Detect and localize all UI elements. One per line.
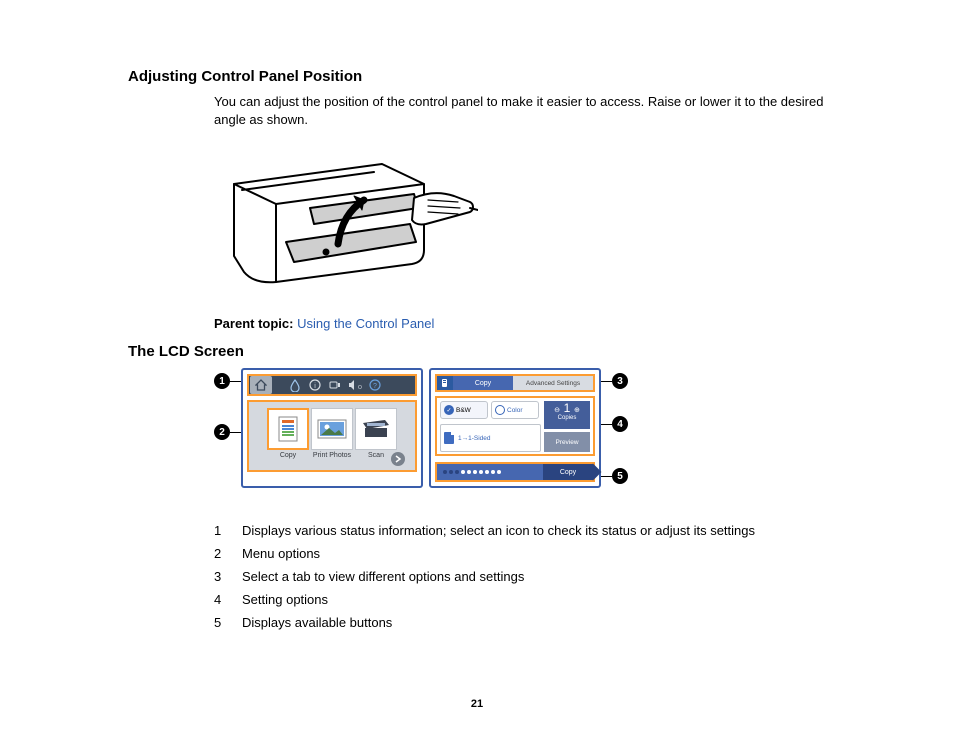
minus-icon[interactable]: ⊖ (554, 406, 560, 414)
copies-value: 1 (564, 401, 571, 415)
callout-line (230, 381, 241, 382)
page-icon (444, 432, 454, 444)
legend-text: Displays various status information; sel… (242, 523, 874, 538)
lcd-screen-right: Copy Advanced Settings ✓ B&W Color ⊖ 1 ⊕… (429, 368, 601, 488)
svg-text:?: ? (373, 383, 377, 390)
callout-4: 4 (612, 416, 628, 432)
radio-icon (495, 405, 505, 415)
section1-title: Adjusting Control Panel Position (128, 68, 874, 85)
callout-line (601, 476, 612, 477)
parent-topic-link[interactable]: Using the Control Panel (297, 316, 434, 331)
preview-button[interactable]: Preview (544, 432, 590, 452)
card-print-photos[interactable] (311, 408, 353, 450)
ink-status-icon[interactable] (286, 376, 304, 394)
callout-line (601, 381, 612, 382)
printer-illustration (214, 142, 478, 292)
parent-topic-label: Parent topic: (214, 316, 293, 331)
card-label-print-photos: Print Photos (311, 452, 353, 466)
device-status-icon[interactable] (326, 376, 344, 394)
callout-line (230, 432, 241, 433)
setting-options[interactable]: ✓ B&W Color ⊖ 1 ⊕ Copies Preview 1→1-Sid… (435, 396, 595, 456)
lcd-screen-left: i OFF ? (241, 368, 423, 488)
status-bar[interactable]: i OFF ? (247, 374, 417, 396)
callout-2: 2 (214, 424, 230, 440)
parent-topic: Parent topic: Using the Control Panel (214, 316, 874, 331)
legend-text: Select a tab to view different options a… (242, 569, 874, 584)
section2-title: The LCD Screen (128, 343, 874, 360)
help-status-icon[interactable]: ? (366, 376, 384, 394)
svg-text:i: i (314, 383, 316, 390)
page-number: 21 (0, 698, 954, 710)
menu-options[interactable]: Copy Print Photos Scan (247, 400, 417, 472)
legend-row: 5 Displays available buttons (214, 615, 874, 630)
home-icon[interactable] (250, 376, 272, 394)
option-sided-label: 1→1-Sided (458, 435, 491, 442)
legend-list: 1 Displays various status information; s… (214, 523, 874, 630)
legend-num: 2 (214, 546, 242, 561)
option-bw[interactable]: ✓ B&W (440, 401, 488, 419)
tabs-bar[interactable]: Copy Advanced Settings (435, 374, 595, 392)
section1-body: You can adjust the position of the contr… (214, 93, 834, 128)
option-color-label: Color (507, 407, 523, 414)
lcd-figure: i OFF ? (214, 368, 634, 503)
info-status-icon[interactable]: i (306, 376, 324, 394)
svg-text:OFF: OFF (358, 385, 362, 391)
callout-3: 3 (612, 373, 628, 389)
plus-icon[interactable]: ⊕ (574, 406, 580, 414)
tab-copy[interactable]: Copy (453, 376, 513, 390)
next-page-icon[interactable] (391, 452, 405, 466)
legend-num: 5 (214, 615, 242, 630)
copies-label: Copies (558, 415, 577, 421)
card-copy[interactable] (267, 408, 309, 450)
legend-text: Menu options (242, 546, 874, 561)
bottom-buttons-bar[interactable]: Copy (435, 462, 595, 482)
legend-row: 1 Displays various status information; s… (214, 523, 874, 538)
legend-text: Setting options (242, 592, 874, 607)
back-icon[interactable] (437, 376, 453, 390)
legend-num: 1 (214, 523, 242, 538)
progress-dots (437, 470, 543, 474)
callout-1: 1 (214, 373, 230, 389)
legend-num: 4 (214, 592, 242, 607)
tab-advanced-settings[interactable]: Advanced Settings (513, 376, 593, 390)
copy-start-button[interactable]: Copy (543, 464, 593, 480)
legend-text: Displays available buttons (242, 615, 874, 630)
check-icon: ✓ (444, 405, 454, 415)
card-label-copy: Copy (267, 452, 309, 466)
legend-row: 3 Select a tab to view different options… (214, 569, 874, 584)
option-bw-label: B&W (456, 407, 471, 414)
callout-5: 5 (612, 468, 628, 484)
callout-line (601, 424, 612, 425)
option-color[interactable]: Color (491, 401, 539, 419)
legend-row: 2 Menu options (214, 546, 874, 561)
option-sided[interactable]: 1→1-Sided (440, 424, 541, 452)
card-scan[interactable] (355, 408, 397, 450)
legend-row: 4 Setting options (214, 592, 874, 607)
copies-stepper[interactable]: ⊖ 1 ⊕ Copies (544, 401, 590, 429)
sound-off-icon[interactable]: OFF (346, 376, 364, 394)
legend-num: 3 (214, 569, 242, 584)
